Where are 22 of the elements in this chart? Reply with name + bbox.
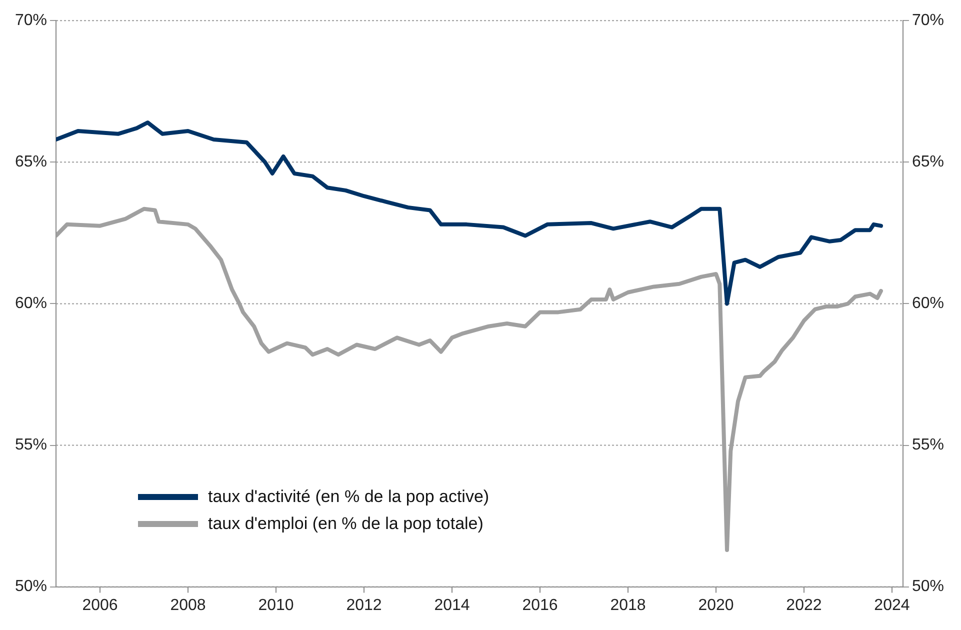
x-tick-label: 2010 xyxy=(258,596,294,614)
x-tick-label: 2006 xyxy=(82,596,118,614)
y-tick-label: 50% xyxy=(14,578,48,596)
x-tick-label: 2008 xyxy=(170,596,206,614)
x-tick-label: 2022 xyxy=(786,596,822,614)
y-tick-label: 70% xyxy=(14,12,48,30)
y-tick-label: 55% xyxy=(14,436,48,454)
y2-tick-label: 70% xyxy=(912,12,944,30)
y-tick-label: 65% xyxy=(14,154,48,171)
x-tick-label: 2018 xyxy=(610,596,646,614)
legend-label: taux d'activité (en % de la pop active) xyxy=(208,486,490,506)
y2-tick-label: 50% xyxy=(912,578,944,596)
x-tick-label: 2020 xyxy=(698,596,734,614)
y-tick-label: 60% xyxy=(14,295,48,312)
x-tick-label: 2024 xyxy=(874,596,910,614)
y2-tick-label: 65% xyxy=(912,154,944,171)
x-tick-label: 2014 xyxy=(434,596,470,614)
legend-label: taux d'emploi (en % de la pop totale) xyxy=(208,514,484,534)
x-tick-label: 2012 xyxy=(346,596,382,614)
y2-tick-label: 55% xyxy=(912,436,944,454)
x-tick-label: 2016 xyxy=(522,596,558,614)
y2-tick-label: 60% xyxy=(912,295,944,312)
